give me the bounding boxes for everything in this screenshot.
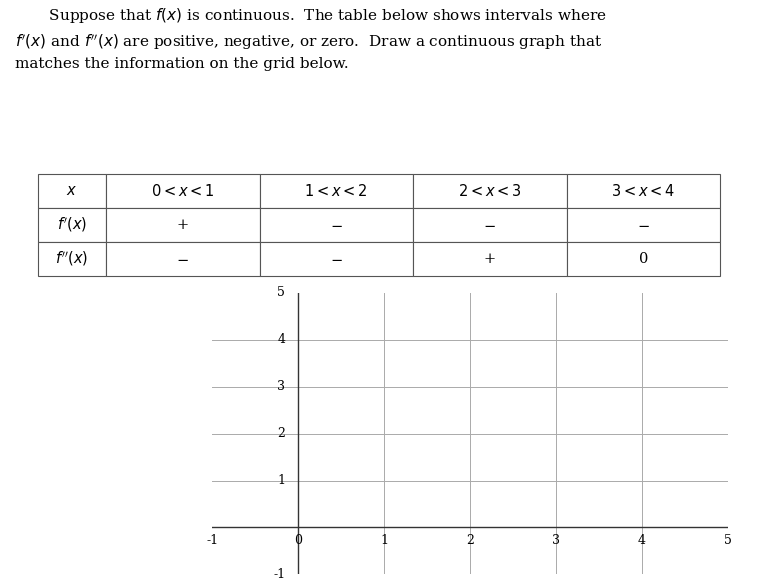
Text: 5: 5 <box>724 534 731 547</box>
Text: $f''(x)$: $f''(x)$ <box>55 250 89 268</box>
Bar <box>259 242 413 275</box>
Text: $-$: $-$ <box>484 218 496 232</box>
Text: $-$: $-$ <box>637 218 650 232</box>
Text: 4: 4 <box>277 333 285 346</box>
Text: $3 < x < 4$: $3 < x < 4$ <box>611 183 675 199</box>
Bar <box>566 175 720 208</box>
Text: $f'(x)$: $f'(x)$ <box>57 216 87 234</box>
Text: 2: 2 <box>277 427 285 440</box>
Text: 1: 1 <box>277 474 285 487</box>
Text: +: + <box>177 218 189 232</box>
Text: 2: 2 <box>466 534 474 547</box>
Bar <box>566 242 720 275</box>
Text: $-$: $-$ <box>330 252 343 266</box>
Bar <box>38 208 106 242</box>
Bar <box>259 175 413 208</box>
Text: 0: 0 <box>294 534 302 547</box>
Text: $x$: $x$ <box>67 184 77 198</box>
Text: 5: 5 <box>277 287 285 299</box>
Text: $2 < x < 3$: $2 < x < 3$ <box>458 183 522 199</box>
Text: $1 < x < 2$: $1 < x < 2$ <box>305 183 368 199</box>
Bar <box>38 242 106 275</box>
Text: Suppose that $f(x)$ is continuous.  The table below shows intervals where
$f'(x): Suppose that $f(x)$ is continuous. The t… <box>15 6 606 71</box>
Text: -1: -1 <box>206 534 218 547</box>
Bar <box>259 208 413 242</box>
Text: 3: 3 <box>552 534 560 547</box>
Bar <box>106 175 259 208</box>
Text: $0 < x < 1$: $0 < x < 1$ <box>151 183 215 199</box>
Text: 3: 3 <box>277 380 285 393</box>
Text: -1: -1 <box>273 568 285 581</box>
Text: 1: 1 <box>380 534 388 547</box>
Bar <box>38 175 106 208</box>
Text: 4: 4 <box>637 534 646 547</box>
Text: 0: 0 <box>639 252 648 266</box>
Bar <box>413 242 566 275</box>
Text: +: + <box>484 252 496 266</box>
Text: $-$: $-$ <box>177 252 190 266</box>
Bar <box>566 208 720 242</box>
Bar <box>413 208 566 242</box>
Text: $-$: $-$ <box>330 218 343 232</box>
Bar <box>106 208 259 242</box>
Bar <box>106 242 259 275</box>
Bar <box>413 175 566 208</box>
